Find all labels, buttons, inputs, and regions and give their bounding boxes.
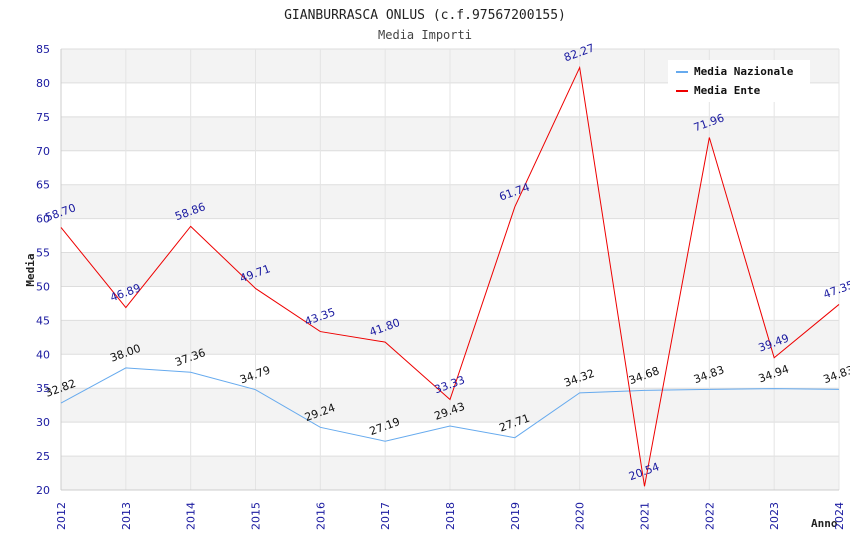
legend-entry: Media Ente (694, 84, 761, 97)
series-line-media-nazionale (60, 367, 840, 442)
x-tick-label: 2015 (250, 502, 263, 530)
y-tick-label: 35 (36, 382, 50, 395)
x-tick-label: 2023 (768, 502, 781, 530)
legend: Media Nazionale Media Ente (668, 60, 810, 102)
y-tick-label: 50 (36, 280, 50, 293)
chart-title: GIANBURRASCA ONLUS (c.f.97567200155) (284, 8, 566, 23)
y-axis-label: Media (24, 253, 37, 286)
x-tick-label: 2012 (55, 502, 68, 530)
x-axis-label: Anno (811, 517, 838, 530)
series-lines (60, 65, 840, 487)
y-tick-label: 75 (36, 111, 50, 124)
chart-subtitle: Media Importi (378, 28, 472, 42)
y-tick-label: 70 (36, 145, 50, 158)
legend-entry: Media Nazionale (694, 65, 794, 78)
x-tick-label: 2024 (833, 502, 846, 530)
y-tick-label: 30 (36, 416, 50, 429)
x-tick-label: 2016 (314, 502, 327, 530)
y-tick-label: 85 (36, 43, 50, 56)
x-tick-label: 2022 (703, 502, 716, 530)
y-tick-label: 45 (36, 314, 50, 327)
x-tick-label: 2018 (444, 502, 457, 530)
y-tick-label: 20 (36, 484, 50, 497)
x-tick-label: 2020 (574, 502, 587, 530)
y-tick-labels: 20 25 30 35 40 45 50 55 60 65 70 75 80 85 (36, 43, 50, 497)
y-tick-label: 60 (36, 213, 50, 226)
y-tick-label: 65 (36, 179, 50, 192)
x-tick-label: 2017 (379, 502, 392, 530)
y-tick-label: 25 (36, 450, 50, 463)
y-tick-label: 40 (36, 348, 50, 361)
legend-box (668, 60, 810, 102)
x-tick-label: 2014 (185, 502, 198, 530)
x-tick-label: 2013 (120, 502, 133, 530)
y-tick-label: 55 (36, 247, 50, 260)
x-tick-label: 2019 (509, 502, 522, 530)
grid-lines (60, 48, 840, 491)
y-tick-label: 80 (36, 77, 50, 90)
x-tick-label: 2021 (639, 502, 652, 530)
x-tick-labels: 2012 2013 2014 2015 2016 2017 2018 2019 2020 2021… (55, 502, 846, 530)
series-line-media-ente (60, 65, 840, 487)
